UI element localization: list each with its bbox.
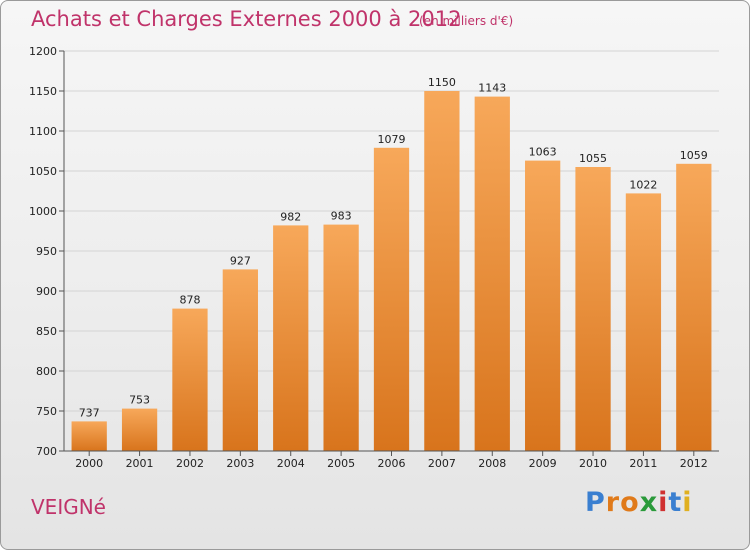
x-tick-label: 2007 (428, 457, 456, 470)
x-tick-label: 2009 (529, 457, 557, 470)
bar-2000 (71, 421, 107, 451)
data-label: 927 (230, 254, 251, 267)
y-tick-label: 900 (36, 285, 57, 298)
axes (59, 50, 719, 456)
y-tick-label: 1200 (29, 45, 57, 58)
y-tick-label: 1000 (29, 205, 57, 218)
logo-letter: t (668, 487, 683, 518)
data-label: 1079 (378, 133, 406, 146)
place-name: VEIGNé (31, 495, 106, 519)
bar-2003 (222, 269, 258, 451)
bar-2008 (474, 96, 510, 451)
bar-2009 (525, 160, 561, 451)
data-label: 1063 (529, 146, 557, 159)
x-tick-label: 2011 (629, 457, 657, 470)
bar-2004 (273, 225, 309, 451)
data-label: 1143 (478, 82, 506, 95)
data-label: 982 (280, 210, 301, 223)
data-label: 1059 (680, 149, 708, 162)
x-tick-label: 2001 (126, 457, 154, 470)
chart-title: Achats et Charges Externes 2000 à 2012 (31, 7, 462, 31)
logo-letter: i (682, 487, 693, 518)
x-tick-label: 2003 (226, 457, 254, 470)
chart-subtitle: (en milliers d'€) (419, 14, 514, 28)
bar-2007 (424, 91, 460, 451)
y-tick-label: 750 (36, 405, 57, 418)
x-tick-label: 2002 (176, 457, 204, 470)
data-label: 878 (179, 294, 200, 307)
data-label: 1150 (428, 76, 456, 89)
data-label: 737 (79, 406, 100, 419)
logo-letter: i (658, 487, 669, 518)
data-label: 1022 (629, 178, 657, 191)
data-label: 753 (129, 394, 150, 407)
data-label: 1055 (579, 152, 607, 165)
x-tick-label: 2008 (478, 457, 506, 470)
x-tick-label: 2010 (579, 457, 607, 470)
bars (71, 91, 712, 452)
x-tick-label: 2006 (378, 457, 406, 470)
labels: 700 750 800 850 900 950 1000 1050 1100 1150 1200 73… (29, 45, 708, 470)
y-tick-label: 800 (36, 365, 57, 378)
y-tick-label: 700 (36, 445, 57, 458)
bar-2005 (323, 224, 359, 451)
x-tick-label: 2012 (680, 457, 708, 470)
bar-2011 (625, 193, 662, 451)
bar-2012 (676, 163, 712, 452)
y-tick-label: 1050 (29, 165, 57, 178)
y-tick-label: 950 (36, 245, 57, 258)
x-tick-label: 2000 (75, 457, 103, 470)
y-tick-label: 1100 (29, 125, 57, 138)
logo-letter: o (620, 487, 640, 518)
bar-2006 (373, 147, 410, 452)
data-label: 983 (331, 210, 352, 223)
bar-2001 (121, 408, 158, 451)
y-tick-label: 1150 (29, 85, 57, 98)
bar-2002 (172, 308, 208, 451)
bar-2010 (575, 167, 611, 451)
logo-letter: r (605, 487, 621, 518)
proxiti-logo[interactable]: Proxiti (585, 487, 693, 518)
y-tick-label: 850 (36, 325, 57, 338)
x-tick-label: 2005 (327, 457, 355, 470)
x-tick-label: 2004 (277, 457, 305, 470)
logo-letter: P (585, 487, 606, 518)
logo-letter: x (639, 487, 659, 518)
